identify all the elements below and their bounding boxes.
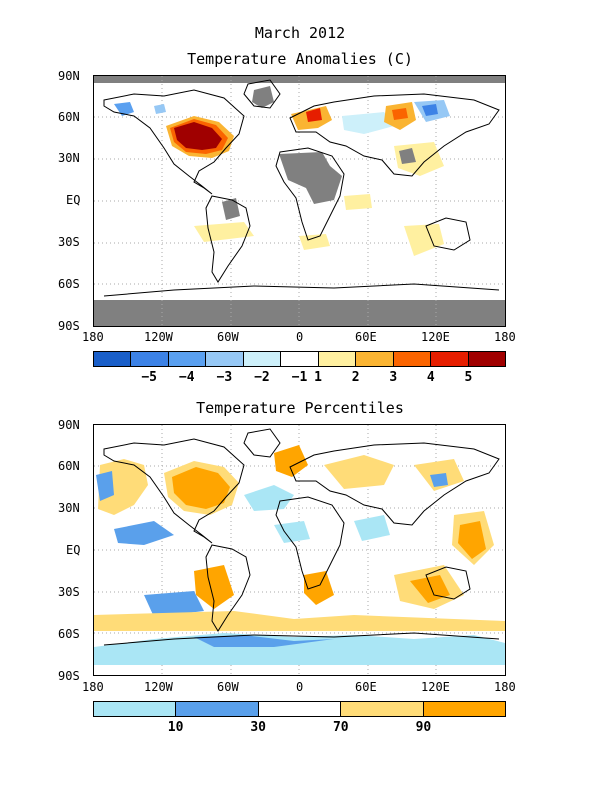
lon-label: 60E xyxy=(355,330,377,344)
colorbar-swatch xyxy=(168,352,207,366)
lat-label: EQ xyxy=(66,543,81,557)
colorbar-swatch xyxy=(258,702,342,716)
colorbar-label: −4 xyxy=(178,370,195,385)
colorbar-label: −2 xyxy=(254,370,270,385)
lat-label: 60S xyxy=(58,627,80,641)
lon-label: 180 xyxy=(494,680,516,694)
percentiles-colorbar xyxy=(93,701,506,717)
colorbar-label: 70 xyxy=(332,720,349,735)
lon-label: 60W xyxy=(217,680,239,694)
anomalies-colorbar xyxy=(93,351,506,367)
colorbar-label: −1 xyxy=(291,370,308,385)
percentiles-map-canvas xyxy=(94,425,505,675)
lat-label: 30S xyxy=(58,235,80,249)
colorbar-swatch xyxy=(431,352,469,366)
colorbar-label: 5 xyxy=(464,370,473,385)
lat-label: 30S xyxy=(58,585,80,599)
colorbar-label: 2 xyxy=(351,370,360,385)
colorbar-swatch xyxy=(243,352,282,366)
lat-label: 90N xyxy=(58,69,80,83)
lat-label: 30N xyxy=(58,501,80,515)
lat-label: 90S xyxy=(58,669,80,683)
colorbar-label: −5 xyxy=(141,370,157,385)
figure-title: March 2012 xyxy=(254,24,346,42)
colorbar-swatch xyxy=(318,352,357,366)
anomalies-colorbar-labels: −5 −4 −3 −2 −1 1 2 3 4 5 xyxy=(93,370,506,386)
colorbar-swatch xyxy=(393,352,432,366)
lat-label: 90S xyxy=(58,319,80,333)
colorbar-swatch xyxy=(468,352,505,366)
anomalies-subtitle: Temperature Anomalies (C) xyxy=(187,50,413,68)
lat-label: 60N xyxy=(58,459,80,473)
colorbar-swatch xyxy=(94,702,177,716)
anomalies-map xyxy=(93,75,506,327)
lat-label: 60S xyxy=(58,277,80,291)
colorbar-swatch xyxy=(423,702,506,716)
map-grid xyxy=(94,425,505,675)
percentiles-subtitle: Temperature Percentiles xyxy=(196,399,404,417)
lat-label: 30N xyxy=(58,151,80,165)
anomaly-patches xyxy=(114,100,450,256)
colorbar-swatch xyxy=(281,352,319,366)
colorbar-swatch xyxy=(341,702,424,716)
colorbar-label: 3 xyxy=(389,370,398,385)
lon-label: 120E xyxy=(421,330,450,344)
percentile-patches xyxy=(94,445,505,665)
colorbar-swatch xyxy=(206,352,244,366)
coastlines xyxy=(103,79,500,297)
lon-label: 120W xyxy=(144,330,173,344)
colorbar-label: 1 xyxy=(314,370,322,385)
percentiles-map xyxy=(93,424,506,676)
lon-label: 180 xyxy=(494,330,516,344)
lon-label: 0 xyxy=(296,330,304,344)
missing-data-land xyxy=(222,86,416,220)
lon-label: 60E xyxy=(355,680,377,694)
colorbar-label: 90 xyxy=(415,720,432,735)
lat-label: 90N xyxy=(58,418,80,432)
colorbar-swatch xyxy=(131,352,169,366)
lon-label: 120W xyxy=(144,680,173,694)
lon-label: 180 xyxy=(82,680,104,694)
lon-label: 120E xyxy=(421,680,450,694)
missing-data-band-north xyxy=(94,76,505,83)
anomalies-map-canvas xyxy=(94,76,505,326)
lat-label: 60N xyxy=(58,110,80,124)
lon-label: 0 xyxy=(296,680,304,694)
colorbar-label: 10 xyxy=(167,720,184,735)
lon-label: 180 xyxy=(82,330,104,344)
lon-label: 60W xyxy=(217,330,239,344)
colorbar-swatch xyxy=(94,352,132,366)
colorbar-swatch xyxy=(356,352,394,366)
colorbar-label: 30 xyxy=(250,720,267,735)
percentiles-colorbar-labels: 10 30 70 90 xyxy=(93,720,506,736)
colorbar-label: −3 xyxy=(216,370,233,385)
lat-label: EQ xyxy=(66,193,81,207)
colorbar-swatch xyxy=(176,702,259,716)
colorbar-label: 4 xyxy=(426,370,435,385)
coastlines xyxy=(103,428,500,646)
